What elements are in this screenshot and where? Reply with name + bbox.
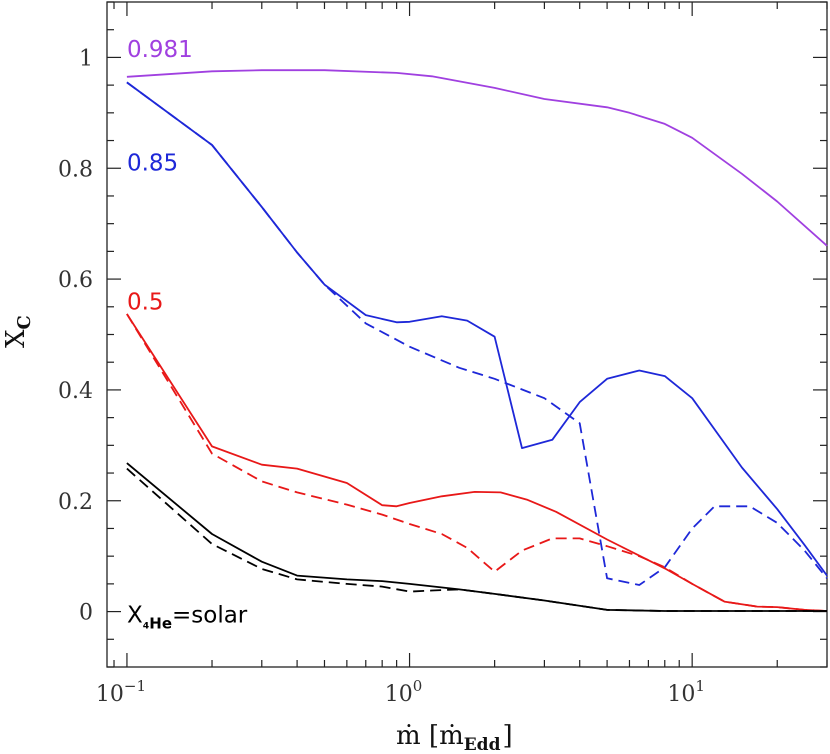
y-tick-label: 1 bbox=[79, 46, 93, 71]
tick-labels: 0 0.2 0.4 0.6 0.8 1 10−1 100 101 bbox=[58, 46, 705, 707]
y-tick-label: 0.2 bbox=[58, 490, 93, 515]
series-line-6-dashed bbox=[126, 467, 827, 612]
annotations: 0.981 0.85 0.5 X₄He=solar bbox=[127, 37, 248, 632]
ticks bbox=[107, 1, 828, 668]
x-tick-label: 100 bbox=[385, 677, 423, 707]
y-tick-label: 0 bbox=[79, 601, 93, 626]
series-label-1: 0.85 bbox=[127, 151, 178, 177]
series-label-2: 0.5 bbox=[127, 289, 164, 315]
x-axis-label-main: ṁ [ṁ bbox=[396, 721, 464, 751]
series-line-1 bbox=[126, 81, 828, 577]
y-tick-label: 0.6 bbox=[58, 268, 93, 293]
x-tick-label: 101 bbox=[667, 677, 705, 707]
x-axis-label: ṁ [ṁEdd] bbox=[396, 721, 513, 754]
series-line-0 bbox=[126, 69, 828, 247]
series-label-0: 0.981 bbox=[127, 37, 193, 63]
y-axis-label-sub: C bbox=[14, 315, 35, 329]
series-group bbox=[126, 69, 828, 612]
series-line-4-dashed bbox=[126, 313, 828, 612]
y-axis-label: XC bbox=[1, 315, 35, 348]
x-axis-label-close: ] bbox=[502, 721, 512, 751]
x-tick-label: 10−1 bbox=[96, 677, 146, 707]
y-axis-label-main: X bbox=[1, 329, 31, 348]
plot-frame bbox=[106, 1, 828, 668]
y-tick-label: 0.8 bbox=[58, 157, 93, 182]
series-line-2-dashed bbox=[126, 81, 828, 586]
series-label-3: X₄He=solar bbox=[127, 602, 248, 632]
series-line-5 bbox=[126, 462, 827, 612]
series-line-3 bbox=[126, 313, 828, 612]
y-tick-label: 0.4 bbox=[58, 379, 93, 404]
x-axis-label-sub: Edd bbox=[464, 735, 501, 754]
